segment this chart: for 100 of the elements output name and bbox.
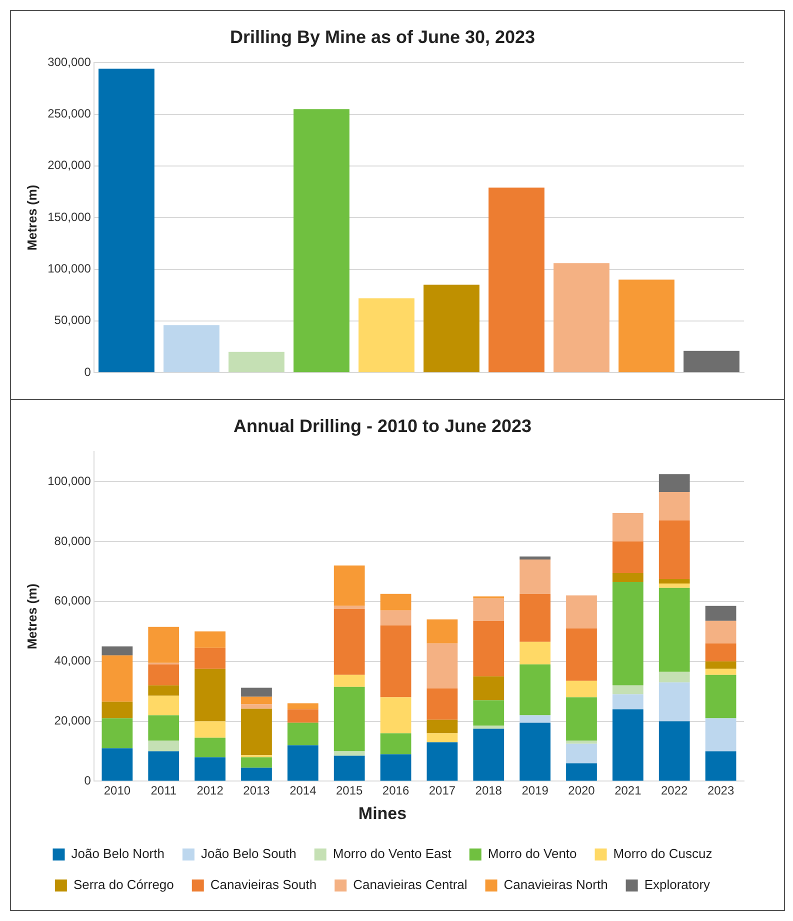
bar (566, 595, 597, 628)
bar (658, 474, 690, 492)
bar (241, 688, 272, 697)
x-tick-label: 2018 (475, 784, 502, 798)
legend-label: Canavieiras South (210, 877, 317, 892)
bar (426, 733, 458, 742)
bar (520, 559, 550, 594)
x-tick-label: 2021 (614, 784, 642, 798)
bar (520, 722, 550, 781)
bar (705, 668, 736, 675)
bar (102, 646, 133, 656)
legend-label: Exploratory (644, 877, 711, 892)
bar (658, 520, 690, 579)
bar (520, 664, 550, 716)
bar (705, 661, 736, 669)
bar (334, 686, 365, 752)
legend-label: Morro do Vento (488, 846, 577, 862)
bar (358, 298, 414, 372)
bar (148, 696, 180, 716)
y-axis-title: Metres (m) (24, 184, 40, 250)
bar (334, 756, 365, 781)
bar (612, 541, 644, 573)
chart-title: Drilling By Mine as of June 30, 2023 (230, 26, 536, 47)
bar (380, 733, 412, 754)
bar (520, 594, 550, 642)
bar (426, 720, 458, 734)
bar (566, 763, 597, 781)
bar (380, 610, 412, 626)
bar (520, 556, 550, 560)
legend-label: Canavieiras North (504, 877, 608, 892)
x-tick-label: 2015 (336, 784, 364, 798)
bar (148, 626, 180, 663)
bar (612, 513, 644, 542)
legend-label: Canavieiras Central (353, 877, 468, 892)
y-tick-label: 200,000 (48, 158, 92, 172)
bar (520, 715, 550, 723)
bar (520, 642, 550, 664)
bar (380, 594, 412, 610)
bar (194, 721, 226, 738)
bar (554, 263, 610, 372)
bar (612, 572, 644, 582)
legend-label: João Belo South (200, 846, 296, 862)
legend-title: Mines (358, 804, 407, 823)
bar (566, 744, 597, 764)
bar (426, 619, 458, 644)
x-tick-label: 2014 (290, 784, 317, 798)
x-tick-label: 2017 (428, 784, 456, 798)
bar (705, 606, 736, 621)
bar (612, 582, 644, 686)
bar (612, 685, 644, 694)
bar (612, 694, 644, 710)
x-tick-label: 2023 (707, 784, 734, 798)
legend-label: Serra do Córrego (73, 877, 174, 892)
bar (473, 726, 504, 729)
y-tick-label: 250,000 (48, 106, 92, 121)
x-tick-label: 2013 (243, 784, 270, 798)
bar (566, 680, 597, 698)
y-tick-label: 60,000 (54, 594, 92, 608)
bar (658, 672, 690, 682)
bar (658, 721, 690, 781)
legend-label: João Belo North (71, 846, 164, 862)
chart-title: Annual Drilling - 2010 to June 2023 (233, 416, 532, 436)
bar (566, 628, 597, 681)
bar (194, 668, 226, 722)
bar (228, 352, 284, 372)
y-tick-label: 40,000 (54, 654, 92, 668)
y-tick-label: 0 (84, 774, 92, 788)
bar (658, 578, 690, 584)
bar (194, 738, 226, 758)
bar (102, 748, 133, 781)
y-tick-label: 100,000 (48, 474, 92, 488)
bar (684, 350, 740, 372)
bar (473, 676, 504, 700)
bar (148, 740, 180, 752)
x-tick-label: 2016 (382, 784, 410, 798)
bar (148, 751, 180, 781)
bar (705, 674, 736, 718)
bar (148, 715, 180, 741)
bar (241, 704, 272, 709)
bar (102, 655, 133, 702)
bar (287, 703, 318, 710)
bar (612, 709, 644, 781)
bar (488, 188, 544, 372)
y-tick-label: 100,000 (48, 262, 92, 276)
bar (473, 728, 504, 781)
bar (618, 280, 674, 372)
bar (473, 700, 504, 726)
x-tick-label: 2011 (150, 784, 177, 798)
y-tick-label: 0 (84, 364, 92, 379)
bar (164, 325, 220, 372)
bar (148, 664, 180, 686)
bar (241, 708, 272, 756)
bar (426, 643, 458, 688)
bar (287, 709, 318, 723)
bar (658, 583, 690, 588)
bar (334, 606, 365, 609)
legend-label: Morro do Vento East (332, 846, 452, 862)
bar (705, 643, 736, 662)
x-tick-label: 2019 (522, 784, 549, 798)
bar (287, 745, 318, 781)
